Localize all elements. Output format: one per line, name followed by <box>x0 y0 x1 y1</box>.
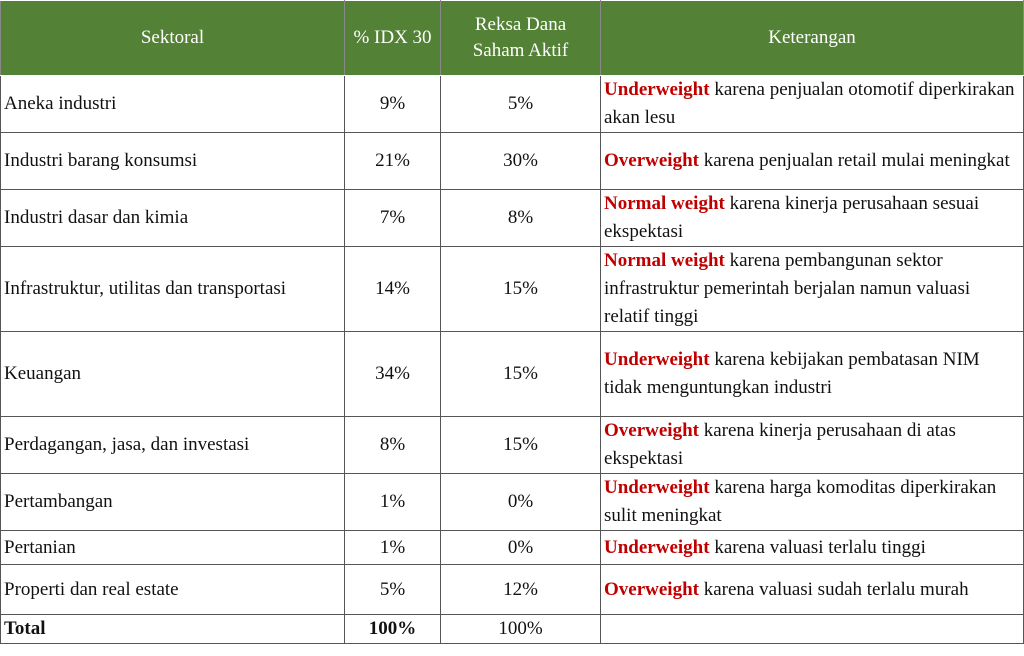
weight-label: Overweight <box>604 578 699 600</box>
total-label: Total <box>0 614 345 644</box>
table-row: Perdagangan, jasa, dan investasi 8% 15% Ove… <box>0 416 1024 474</box>
sector-cell: Industri barang konsumsi <box>0 132 345 190</box>
table-row: Pertambangan 1% 0% Underweight karena harga… <box>0 473 1024 531</box>
total-fund: 100% <box>440 614 601 644</box>
table-row: Pertanian 1% 0% Underweight karena valuasi … <box>0 530 1024 565</box>
note-text: karena kebijakan pembatasan NIM tidak me… <box>604 349 980 398</box>
weight-label: Underweight <box>604 536 710 558</box>
table-row: Industri barang konsumsi 21% 30% Overweight… <box>0 132 1024 190</box>
header-cell: % IDX 30 <box>344 0 441 76</box>
note-cell: Overweight karena valuasi sudah terlalu … <box>600 564 1024 615</box>
fund-cell: 12% <box>440 564 601 615</box>
sector-cell: Properti dan real estate <box>0 564 345 615</box>
note-cell: Overweight karena penjualan retail mulai… <box>600 132 1024 190</box>
fund-cell: 15% <box>440 331 601 417</box>
sector-cell: Industri dasar dan kimia <box>0 189 345 247</box>
note-cell: Underweight karena harga komoditas diper… <box>600 473 1024 531</box>
total-idx: 100% <box>344 614 441 644</box>
table-row: Keuangan 34% 15% Underweight karena kebijak… <box>0 331 1024 417</box>
fund-cell: 30% <box>440 132 601 190</box>
note-cell: Underweight karena penjualan otomotif di… <box>600 75 1024 133</box>
note-text: karena valuasi terlalu tinggi <box>714 536 926 558</box>
idx-cell: 9% <box>344 75 441 133</box>
note-cell: Overweight karena kinerja perusahaan di … <box>600 416 1024 474</box>
idx-cell: 7% <box>344 189 441 247</box>
note-text: karena kinerja perusahaan sesuai ekspekt… <box>604 193 980 242</box>
weight-label: Overweight <box>604 150 699 171</box>
note-text: karena valuasi sudah terlalu murah <box>703 578 969 600</box>
fund-cell: 0% <box>440 530 601 565</box>
table-row: Industri dasar dan kimia 7% 8% Normal weigh… <box>0 189 1024 247</box>
sector-cell: Pertambangan <box>0 473 345 531</box>
note-text: karena penjualan retail mulai meningkat <box>703 150 1010 171</box>
fund-cell: 8% <box>440 189 601 247</box>
weight-label: Underweight <box>604 349 710 370</box>
sector-cell: Keuangan <box>0 331 345 417</box>
header-row: Sektoral % IDX 30 Reksa Dana Saham Aktif… <box>0 0 1024 76</box>
header-cell: Sektoral <box>0 0 345 76</box>
fund-cell: 15% <box>440 416 601 474</box>
fund-cell: 15% <box>440 246 601 332</box>
note-cell: Underweight karena valuasi terlalu tingg… <box>600 530 1024 565</box>
note-cell: Normal weight karena kinerja perusahaan … <box>600 189 1024 247</box>
note-text: karena harga komoditas diperkirakan suli… <box>604 477 997 526</box>
idx-cell: 14% <box>344 246 441 332</box>
idx-cell: 5% <box>344 564 441 615</box>
weight-label: Underweight <box>604 79 710 100</box>
note-text: karena pembangunan sektor infrastruktur … <box>604 250 971 327</box>
idx-cell: 1% <box>344 530 441 565</box>
table-row: Properti dan real estate 5% 12% Overweight … <box>0 564 1024 615</box>
empty-cell <box>600 614 1024 644</box>
fund-cell: 5% <box>440 75 601 133</box>
table-body: Aneka industri 9% 5% Underweight karena pen… <box>0 75 1024 644</box>
weight-label: Normal weight <box>604 250 725 271</box>
idx-cell: 34% <box>344 331 441 417</box>
table-row: Infrastruktur, utilitas dan transportasi… <box>0 246 1024 332</box>
idx-cell: 1% <box>344 473 441 531</box>
header-cell: Reksa Dana Saham Aktif <box>440 0 601 76</box>
fund-cell: 0% <box>440 473 601 531</box>
note-text: karena kinerja perusahaan di atas ekspek… <box>604 420 956 469</box>
weight-label: Underweight <box>604 477 710 498</box>
sector-cell: Infrastruktur, utilitas dan transportasi <box>0 246 345 332</box>
weight-label: Overweight <box>604 420 699 441</box>
table-row: Aneka industri 9% 5% Underweight karena pen… <box>0 75 1024 133</box>
idx-cell: 21% <box>344 132 441 190</box>
idx-cell: 8% <box>344 416 441 474</box>
weight-label: Normal weight <box>604 193 725 214</box>
note-cell: Normal weight karena pembangunan sektor … <box>600 246 1024 332</box>
total-row: Total 100% 100% <box>0 614 1024 644</box>
note-cell: Underweight karena kebijakan pembatasan … <box>600 331 1024 417</box>
sector-cell: Aneka industri <box>0 75 345 133</box>
sector-cell: Pertanian <box>0 530 345 565</box>
note-text: karena penjualan otomotif diperkirakan a… <box>604 79 1015 128</box>
sector-cell: Perdagangan, jasa, dan investasi <box>0 416 345 474</box>
header-cell: Keterangan <box>600 0 1024 76</box>
